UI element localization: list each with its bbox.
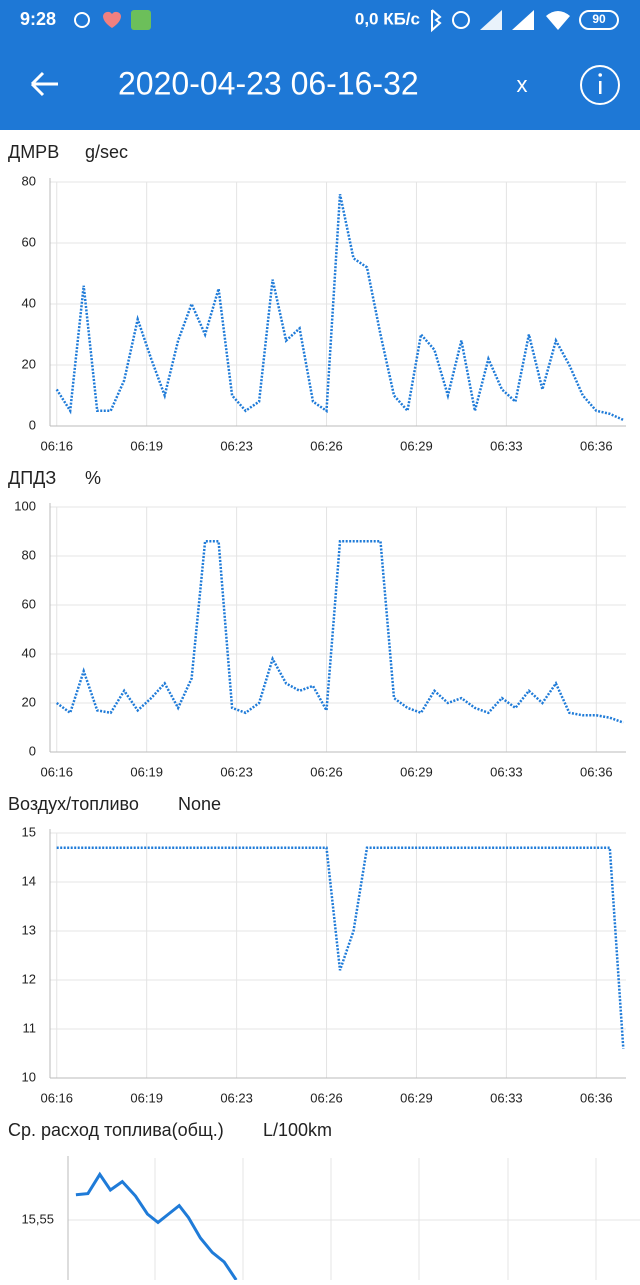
data-line [55,540,624,724]
x-tick-label: 06:23 [220,438,253,453]
y-tick-label: 40 [22,295,36,310]
x-tick-label: 06:33 [490,438,523,453]
chart-unit: None [178,794,221,814]
x-tick-label: 06:16 [40,1090,73,1105]
battery-level: 90 [592,12,606,26]
x-tick-label: 06:19 [130,764,163,779]
data-line [55,193,624,422]
data-line [56,846,625,1049]
y-tick-label: 14 [22,873,36,888]
chart-title: ДПДЗ [8,468,56,488]
chart-unit: % [85,468,101,488]
y-tick-label: 80 [22,173,36,188]
x-tick-label: 06:33 [490,764,523,779]
y-tick-label: 0 [29,743,36,758]
y-tick-label: 10 [22,1069,36,1084]
y-tick-label: 13 [22,922,36,937]
back-button[interactable] [30,71,58,97]
x-tick-label: 06:16 [40,764,73,779]
y-tick-label: 60 [22,234,36,249]
y-tick-label: 15,55 [21,1211,54,1226]
x-tick-label: 06:19 [130,438,163,453]
chart-title: Ср. расход топлива(общ.) [8,1120,224,1140]
close-button[interactable]: x [517,72,528,97]
x-tick-label: 06:29 [400,438,433,453]
y-tick-label: 12 [22,971,36,986]
y-tick-label: 20 [22,356,36,371]
info-button[interactable] [580,65,620,105]
y-tick-label: 80 [22,547,36,562]
chart-title: ДМРВ [8,142,59,162]
y-tick-label: 40 [22,645,36,660]
y-tick-label: 0 [29,417,36,432]
x-tick-label: 06:36 [580,438,613,453]
status-icons [74,9,619,33]
x-tick-label: 06:26 [310,764,343,779]
x-tick-label: 06:26 [310,438,343,453]
app-title: 2020-04-23 06-16-32 [118,65,419,101]
x-tick-label: 06:19 [130,1090,163,1105]
chart-title: Воздух/топливо [8,794,139,814]
x-tick-label: 06:36 [580,1090,613,1105]
x-tick-label: 06:36 [580,764,613,779]
y-tick-label: 100 [14,498,36,513]
y-tick-label: 20 [22,694,36,709]
x-tick-label: 06:29 [400,1090,433,1105]
chart-unit: g/sec [85,142,128,162]
x-tick-label: 06:29 [400,764,433,779]
y-tick-label: 11 [23,1020,37,1035]
status-time: 9:28 [20,9,56,29]
y-tick-label: 60 [22,596,36,611]
x-tick-label: 06:23 [220,1090,253,1105]
x-tick-label: 06:23 [220,764,253,779]
chart4-grid [154,1158,597,1280]
data-line [75,1171,238,1281]
y-tick-label: 15 [22,824,36,839]
x-tick-label: 06:33 [490,1090,523,1105]
status-speed: 0,0 КБ/с [355,9,420,28]
x-tick-label: 06:16 [40,438,73,453]
chart-unit: L/100km [263,1120,332,1140]
x-tick-label: 06:26 [310,1090,343,1105]
